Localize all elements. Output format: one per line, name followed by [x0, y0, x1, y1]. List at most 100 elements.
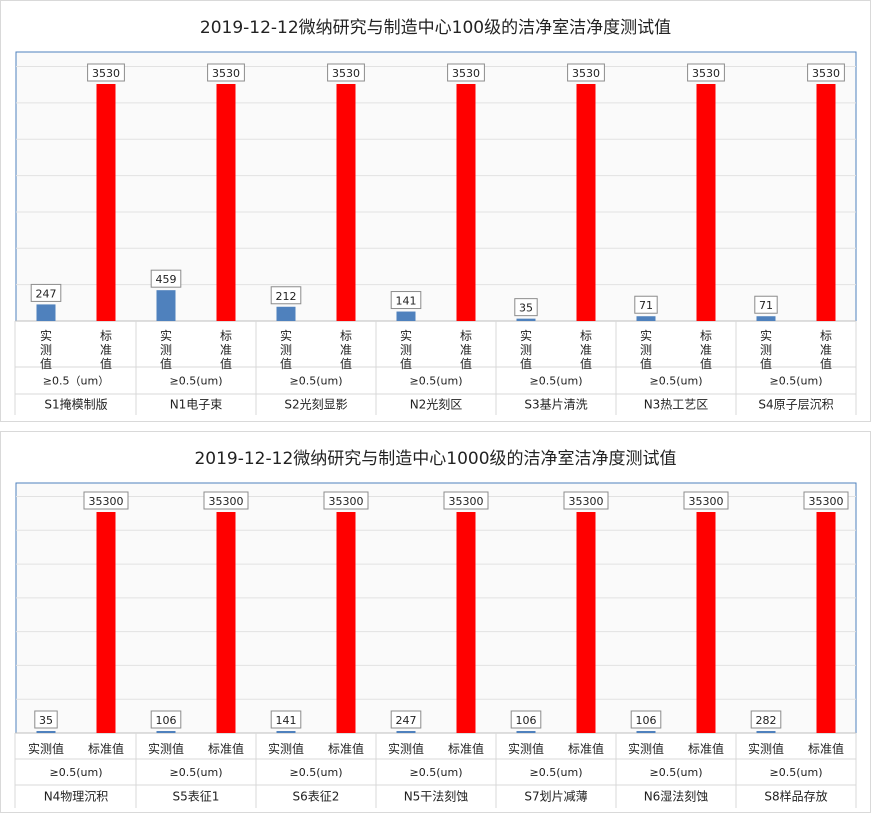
data-label: 106 [636, 714, 657, 727]
series-label: 实测值 [760, 328, 772, 371]
data-label: 106 [516, 714, 537, 727]
data-label-box [323, 491, 369, 510]
size-label: ≥0.5(um) [770, 375, 823, 388]
bar-standard [816, 84, 836, 321]
bar-standard [816, 512, 836, 733]
category-label: S1掩模制版 [44, 398, 107, 412]
size-label: ≥0.5(um) [650, 375, 703, 388]
data-label: 35 [519, 302, 533, 315]
series-label: 标准值 [220, 329, 232, 371]
data-label-box [30, 283, 62, 302]
category-label: N5干法刻蚀 [404, 790, 469, 804]
bar-measured [156, 731, 176, 733]
bar-standard [456, 512, 476, 733]
data-label-box [510, 710, 542, 729]
data-label: 71 [759, 299, 773, 312]
data-label-box [390, 710, 422, 729]
bar-standard [576, 512, 596, 733]
data-label: 35300 [569, 495, 604, 508]
series-label: 标准值 [208, 741, 244, 756]
data-label-box [630, 710, 662, 729]
category-label: N3热工艺区 [644, 398, 709, 412]
data-label: 35300 [89, 495, 124, 508]
chart-svg: 35 35300 实测值 标准值 ≥0.5(um) N4物理沉积 106 35300 实测值 标准… [14, 482, 857, 808]
data-label-box [270, 286, 302, 305]
data-label-box [150, 269, 182, 288]
data-label: 35300 [209, 495, 244, 508]
data-label-box [83, 491, 129, 510]
data-label-box [634, 295, 658, 314]
category-label: S2光刻显影 [284, 398, 347, 412]
data-label-box [443, 491, 489, 510]
category-label: S8样品存放 [764, 789, 827, 804]
bar-standard [96, 512, 116, 733]
category-label: S7划片减薄 [524, 789, 587, 804]
data-label-box [687, 63, 725, 82]
bar-measured [396, 731, 416, 733]
bar-standard [216, 512, 236, 733]
data-label-box [683, 491, 729, 510]
bar-measured [756, 316, 776, 321]
data-label-box [150, 710, 182, 729]
data-label-box [750, 710, 782, 729]
bar-measured [516, 318, 536, 321]
series-label: 实测值 [400, 328, 412, 371]
data-label-box [207, 63, 245, 82]
series-label: 标准值 [340, 329, 352, 371]
series-label: 标准值 [688, 741, 724, 756]
data-label-box [34, 710, 58, 729]
series-label: 标准值 [448, 741, 484, 756]
bar-measured [756, 731, 776, 733]
chart-title: 2019-12-12微纳研究与制造中心100级的洁净室洁净度测试值 [199, 18, 672, 38]
data-label: 282 [756, 714, 777, 727]
data-label: 106 [156, 714, 177, 727]
data-label: 35300 [809, 495, 844, 508]
data-label: 247 [396, 714, 417, 727]
chart-svg: 247 3530 实测值 标准值 ≥0.5（um） S1掩模制版 459 3530 实测值 标准值… [14, 51, 857, 415]
series-label: 标准值 [568, 741, 604, 756]
data-label: 3530 [812, 67, 840, 80]
series-label: 标准值 [328, 741, 364, 756]
category-label: N1电子束 [170, 398, 223, 412]
plot-area [15, 482, 857, 734]
data-label: 35300 [449, 495, 484, 508]
data-label: 3530 [332, 67, 360, 80]
data-label-box [754, 295, 778, 314]
size-label: ≥0.5(um) [410, 375, 463, 388]
category-label: N4物理沉积 [44, 790, 109, 804]
series-label: 实测值 [28, 741, 64, 756]
data-label: 247 [36, 287, 57, 300]
data-label-box [567, 63, 605, 82]
series-label: 标准值 [808, 741, 844, 756]
chart-title: 2019-12-12微纳研究与制造中心1000级的洁净室洁净度测试值 [194, 449, 677, 469]
data-label: 3530 [692, 67, 720, 80]
chart-panel-1000: 2019-12-12微纳研究与制造中心1000级的洁净室洁净度测试值 35 353… [0, 431, 871, 813]
size-label: ≥0.5(um) [530, 766, 583, 779]
bar-standard [576, 84, 596, 321]
data-label: 459 [156, 273, 177, 286]
category-label: S4原子层沉积 [758, 398, 833, 412]
series-label: 标准值 [580, 329, 592, 371]
series-label: 实测值 [388, 741, 424, 756]
series-label: 标准值 [460, 329, 472, 371]
size-label: ≥0.5(um) [290, 766, 343, 779]
data-label: 212 [276, 290, 297, 303]
bar-standard [216, 84, 236, 321]
bar-measured [276, 731, 296, 733]
series-label: 标准值 [100, 329, 112, 371]
size-label: ≥0.5(um) [530, 375, 583, 388]
data-label-box [390, 291, 422, 310]
series-label: 实测值 [160, 328, 172, 371]
bar-standard [456, 84, 476, 321]
data-label: 35 [39, 714, 53, 727]
bar-measured [636, 316, 656, 321]
series-label: 实测值 [748, 741, 784, 756]
bar-standard [96, 84, 116, 321]
data-label-box [514, 298, 538, 317]
data-label: 35300 [329, 495, 364, 508]
data-label: 3530 [212, 67, 240, 80]
bar-standard [696, 84, 716, 321]
bar-measured [276, 306, 296, 321]
data-label: 3530 [92, 67, 120, 80]
size-label: ≥0.5(um) [50, 766, 103, 779]
